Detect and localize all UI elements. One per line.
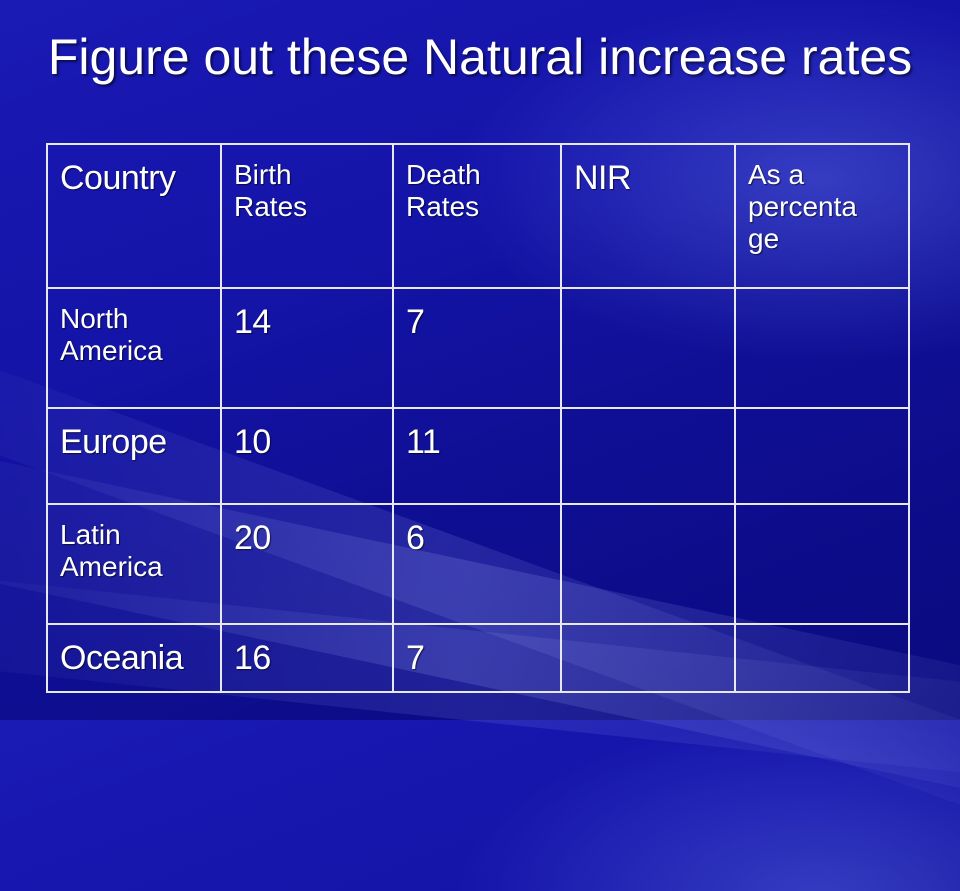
header-percentage: As a percenta ge (734, 143, 910, 289)
cell-death-rate: 7 (392, 623, 562, 693)
cell-death-rate: 6 (392, 503, 562, 625)
cell-birth-rate: 10 (220, 407, 394, 505)
nir-table: Country Birth Rates Death Rates NIR As a pe… (46, 143, 910, 693)
header-country: Country (46, 143, 222, 289)
cell-country: North America (46, 287, 222, 409)
cell-death-rate: 7 (392, 287, 562, 409)
cell-birth-rate: 16 (220, 623, 394, 693)
cell-percentage (734, 623, 910, 693)
header-birth-rates: Birth Rates (220, 143, 394, 289)
cell-death-rate: 11 (392, 407, 562, 505)
table-row: Latin America 20 6 (46, 503, 910, 625)
cell-country: Oceania (46, 623, 222, 693)
cell-nir (560, 287, 736, 409)
cell-percentage (734, 287, 910, 409)
cell-nir (560, 503, 736, 625)
table-header-row: Country Birth Rates Death Rates NIR As a pe… (46, 143, 910, 289)
header-nir: NIR (560, 143, 736, 289)
cell-birth-rate: 14 (220, 287, 394, 409)
cell-percentage (734, 407, 910, 505)
cell-percentage (734, 503, 910, 625)
cell-country: Latin America (46, 503, 222, 625)
header-death-rates: Death Rates (392, 143, 562, 289)
table-row: Oceania 16 7 (46, 623, 910, 693)
cell-nir (560, 407, 736, 505)
cell-country: Europe (46, 407, 222, 505)
cell-birth-rate: 20 (220, 503, 394, 625)
slide-title: Figure out these Natural increase rates (47, 29, 913, 85)
table-row: Europe 10 11 (46, 407, 910, 505)
cell-nir (560, 623, 736, 693)
table-row: North America 14 7 (46, 287, 910, 409)
